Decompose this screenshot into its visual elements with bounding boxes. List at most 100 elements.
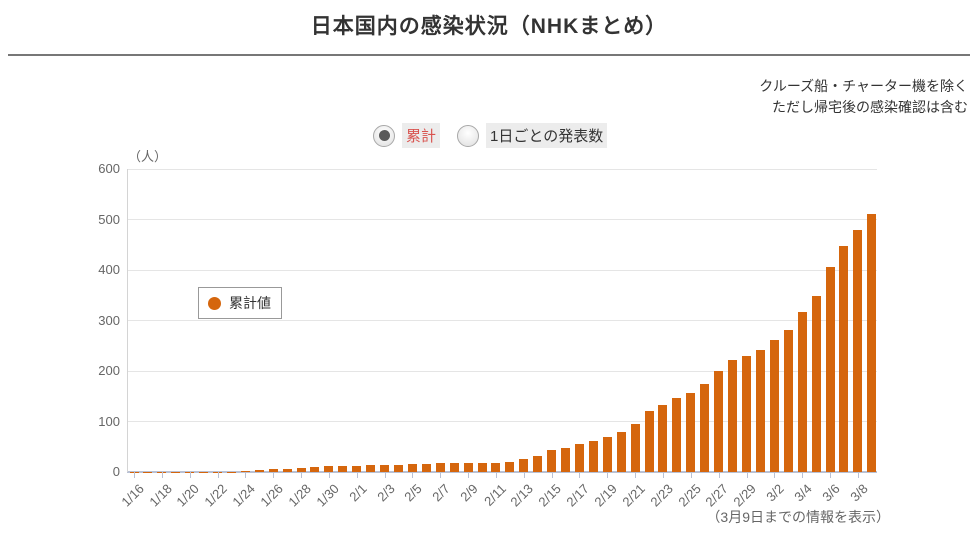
bar [435,463,445,472]
bar [561,447,571,472]
x-tick-label: 2/1 [345,481,370,505]
x-tick [328,472,330,478]
y-tick-label: 0 [112,464,120,479]
bar [783,330,793,472]
exclusion-note: クルーズ船・チャーター機を除く ただし帰宅後の感染確認は含む [759,76,968,118]
x-tick [523,472,525,478]
x-tick-label: 1/20 [173,481,203,510]
bar [700,384,710,472]
bar [199,471,209,472]
radio-daily-icon[interactable] [457,124,480,147]
x-tick [607,472,609,478]
x-tick-label: 2/21 [619,481,648,510]
x-tick [134,472,135,478]
x-tick [718,472,720,478]
bar [519,458,529,472]
bar [143,471,153,472]
x-tick [579,472,581,478]
x-tick [635,472,637,478]
radio-cumulative[interactable]: 累計 [373,123,441,148]
footer-caption: （3月9日までの情報を表示） [706,509,890,525]
x-tick-label: 2/27 [702,481,732,510]
x-tick-label: 2/13 [507,481,537,510]
y-tick-label: 200 [98,363,120,378]
bar [672,398,682,472]
radio-daily[interactable]: 1日ごとの発表数 [457,123,608,148]
bar [254,469,264,472]
bar [825,267,835,472]
x-tick-label: 2/19 [591,481,620,510]
x-tick [690,472,692,478]
bar [602,436,612,472]
bar [574,444,584,472]
bar [588,440,598,472]
x-tick-label: 2/11 [480,481,509,509]
page-title: 日本国内の感染状況（NHKまとめ） [310,15,668,38]
y-gridline [127,219,877,220]
x-tick-label: 1/24 [229,481,258,510]
x-tick [412,472,414,478]
bar [686,393,696,472]
x-tick [468,472,470,478]
x-tick [217,472,219,478]
bar [240,471,250,472]
legend: 累計値 [198,287,282,319]
x-tick-label: 1/30 [312,481,342,510]
y-gridline [127,269,877,271]
y-tick-label: 300 [98,312,120,328]
x-tick [495,472,497,478]
radio-cumulative-label[interactable]: 累計 [402,123,441,148]
legend-dot-icon [208,296,221,310]
x-tick [857,472,859,478]
x-tick [440,472,442,478]
bar [742,355,751,472]
bar [324,465,334,472]
x-tick-label: 3/8 [847,481,871,505]
y-gridline [127,320,877,321]
radio-cumulative-icon[interactable] [373,124,395,147]
bar [352,465,362,472]
exclusion-note-line2: ただし帰宅後の感染確認は含む [772,99,968,115]
bar [533,456,543,472]
legend-label: 累計値 [229,295,271,311]
radio-daily-label[interactable]: 1日ごとの発表数 [486,123,608,148]
x-tick [830,472,832,478]
x-tick [802,472,804,478]
bar [769,340,779,472]
x-tick-label: 2/29 [730,481,760,510]
x-tick-label: 2/23 [647,481,676,510]
bar [797,311,807,472]
bar [491,462,501,472]
y-tick-label: 500 [98,211,120,227]
radio-selected-dot [378,130,390,141]
bar [310,467,320,472]
y-axis-unit-label: （人） [128,149,168,164]
bar [282,469,292,472]
bar [839,246,849,472]
x-tick-label: 2/5 [401,481,426,505]
bar [616,432,626,472]
bar [338,465,348,472]
x-tick-label: 2/25 [674,481,704,510]
x-tick [551,472,553,478]
x-tick-label: 3/2 [763,481,787,505]
x-tick-label: 1/22 [201,481,231,510]
bar [421,463,431,472]
bar [380,465,390,472]
bar [407,463,417,472]
y-gridline [127,370,877,372]
bar [366,465,376,472]
y-tick-label: 600 [98,161,120,176]
x-tick [245,472,247,478]
bar [853,229,863,472]
x-tick-label: 1/18 [145,481,175,510]
bar [505,462,515,472]
exclusion-note-line1: クルーズ船・チャーター機を除く [759,78,968,94]
bar [449,463,459,472]
bar [867,214,877,472]
y-gridline [127,421,877,422]
x-tick [273,472,275,478]
y-tick-label: 400 [98,262,120,277]
x-tick [746,472,748,478]
x-tick [189,472,191,478]
